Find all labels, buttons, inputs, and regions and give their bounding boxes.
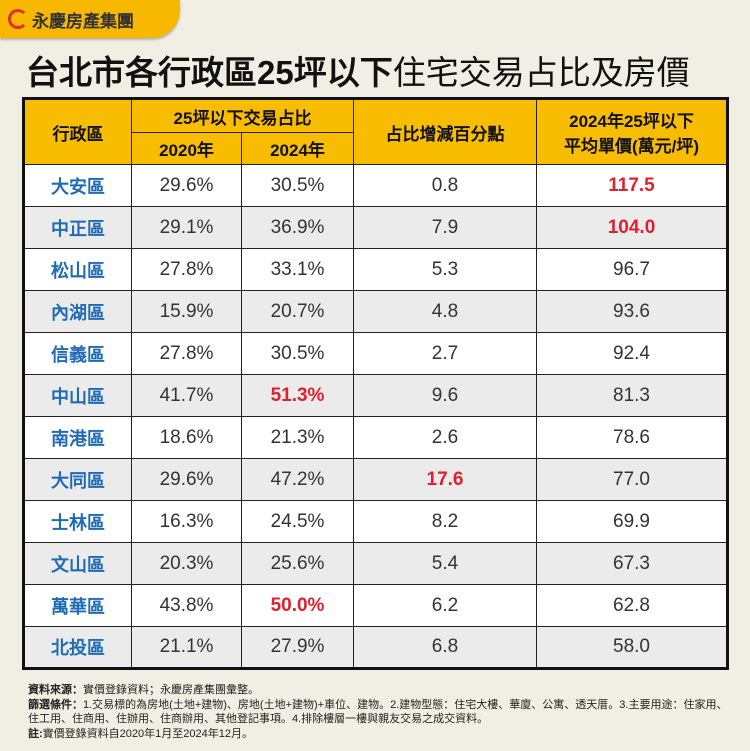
table-row: 中正區 29.1% 36.9% 7.9 104.0 [23,206,728,249]
table-row: 內湖區 15.9% 20.7% 4.8 93.6 [23,290,728,333]
note-label: 註: [28,727,43,740]
cell-district: 士林區 [23,500,132,543]
cell-s2020: 29.1% [131,206,242,249]
cell-district: 大同區 [23,458,132,501]
cell-s2020: 41.7% [131,374,242,417]
cell-change: 8.2 [353,500,537,543]
cell-change: 2.7 [353,332,537,375]
header-price-line2: 平均單價(萬元/坪) [563,137,700,156]
cell-price: 92.4 [536,332,728,375]
cell-s2024: 30.5% [241,164,354,207]
title-bold: 台北市各行政區25坪以下 [26,54,393,91]
cell-change: 7.9 [353,206,537,249]
cell-s2020: 27.8% [131,332,242,375]
header-2020: 2020年 [131,132,242,165]
cell-s2020: 15.9% [131,290,242,333]
cell-district: 萬華區 [23,584,132,627]
header-district: 行政區 [23,98,132,165]
cell-district: 松山區 [23,248,132,291]
cell-district: 內湖區 [23,290,132,333]
cell-price: 69.9 [536,500,728,543]
notes: 資料來源：實價登錄資料；永慶房產集團彙整。 篩選條件：1.交易標的為房地(土地+… [28,683,728,741]
table-row: 北投區 21.1% 27.9% 6.8 58.0 [23,626,728,669]
cell-price: 62.8 [536,584,728,627]
cell-change: 6.2 [353,584,537,627]
cell-s2024: 21.3% [241,416,354,459]
cell-price: 77.0 [536,458,728,501]
note-text: 實價登錄資料自2020年1月至2024年12月。 [42,727,253,740]
cell-s2024: 47.2% [241,458,354,501]
cell-price: 58.0 [536,626,728,669]
cell-district: 信義區 [23,332,132,375]
table-row: 松山區 27.8% 33.1% 5.3 96.7 [23,248,728,291]
table-row: 士林區 16.3% 24.5% 8.2 69.9 [23,500,728,543]
cell-price: 78.6 [536,416,728,459]
title-normal: 住宅交易占比及房價 [392,54,690,91]
cell-price: 96.7 [536,248,728,291]
logo-icon [8,9,28,29]
cell-price: 67.3 [536,542,728,585]
source-text: 實價登錄資料；永慶房產集團彙整。 [83,684,259,696]
cell-s2024: 33.1% [241,248,354,291]
cell-district: 大安區 [23,164,132,207]
cell-change: 9.6 [353,374,537,417]
cell-s2024: 50.0% [241,584,354,627]
cell-district: 北投區 [23,626,132,669]
cell-s2020: 20.3% [131,542,242,585]
table-row: 大同區 29.6% 47.2% 17.6 77.0 [23,458,728,501]
table-row: 信義區 27.8% 30.5% 2.7 92.4 [23,332,728,375]
cell-s2020: 18.6% [131,416,242,459]
cell-change: 0.8 [353,164,537,207]
brand-name: 永慶房產集團 [32,11,134,31]
cell-price: 93.6 [536,290,728,333]
data-table: 行政區 25坪以下交易占比 占比增減百分點 2024年25坪以下 平均單價(萬元/… [22,97,729,670]
filter-label: 篩選條件： [28,698,83,711]
table-row: 中山區 41.7% 51.3% 9.6 81.3 [23,374,728,417]
page-title: 台北市各行政區25坪以下住宅交易占比及房價 [26,46,690,94]
cell-s2024: 27.9% [241,626,354,669]
cell-s2020: 29.6% [131,458,242,501]
cell-s2024: 24.5% [241,500,354,543]
cell-change: 2.6 [353,416,537,459]
cell-s2024: 25.6% [241,542,354,585]
cell-s2020: 27.8% [131,248,242,291]
cell-price: 104.0 [536,206,728,249]
table-row: 文山區 20.3% 25.6% 5.4 67.3 [23,542,728,585]
table-row: 萬華區 43.8% 50.0% 6.2 62.8 [23,584,728,627]
cell-s2024: 36.9% [241,206,354,249]
cell-change: 17.6 [353,458,537,501]
filter-text: 1.交易標的為房地(土地+建物)、房地(土地+建物)+車位、建物。2.建物型態：… [28,698,728,726]
cell-s2020: 29.6% [131,164,242,207]
cell-change: 6.8 [353,626,537,669]
cell-s2024: 51.3% [241,374,354,417]
header-price: 2024年25坪以下 平均單價(萬元/坪) [536,98,728,165]
table-row: 南港區 18.6% 21.3% 2.6 78.6 [23,416,728,459]
cell-district: 文山區 [23,542,132,585]
header-change: 占比增減百分點 [353,98,537,165]
header-2024: 2024年 [241,132,354,165]
cell-district: 中正區 [23,206,132,249]
cell-s2020: 16.3% [131,500,242,543]
cell-change: 5.3 [353,248,537,291]
cell-price: 81.3 [536,374,728,417]
cell-s2024: 30.5% [241,332,354,375]
header-share: 25坪以下交易占比 [131,98,354,133]
cell-s2020: 21.1% [131,626,242,669]
cell-s2020: 43.8% [131,584,242,627]
cell-district: 南港區 [23,416,132,459]
cell-district: 中山區 [23,374,132,417]
source-label: 資料來源： [28,684,83,696]
cell-change: 4.8 [353,290,537,333]
cell-change: 5.4 [353,542,537,585]
cell-s2024: 20.7% [241,290,354,333]
brand-logo: 永慶房產集團 [0,0,180,38]
table-row: 大安區 29.6% 30.5% 0.8 117.5 [23,164,728,207]
header-price-line1: 2024年25坪以下 [569,112,694,131]
cell-price: 117.5 [536,164,728,207]
